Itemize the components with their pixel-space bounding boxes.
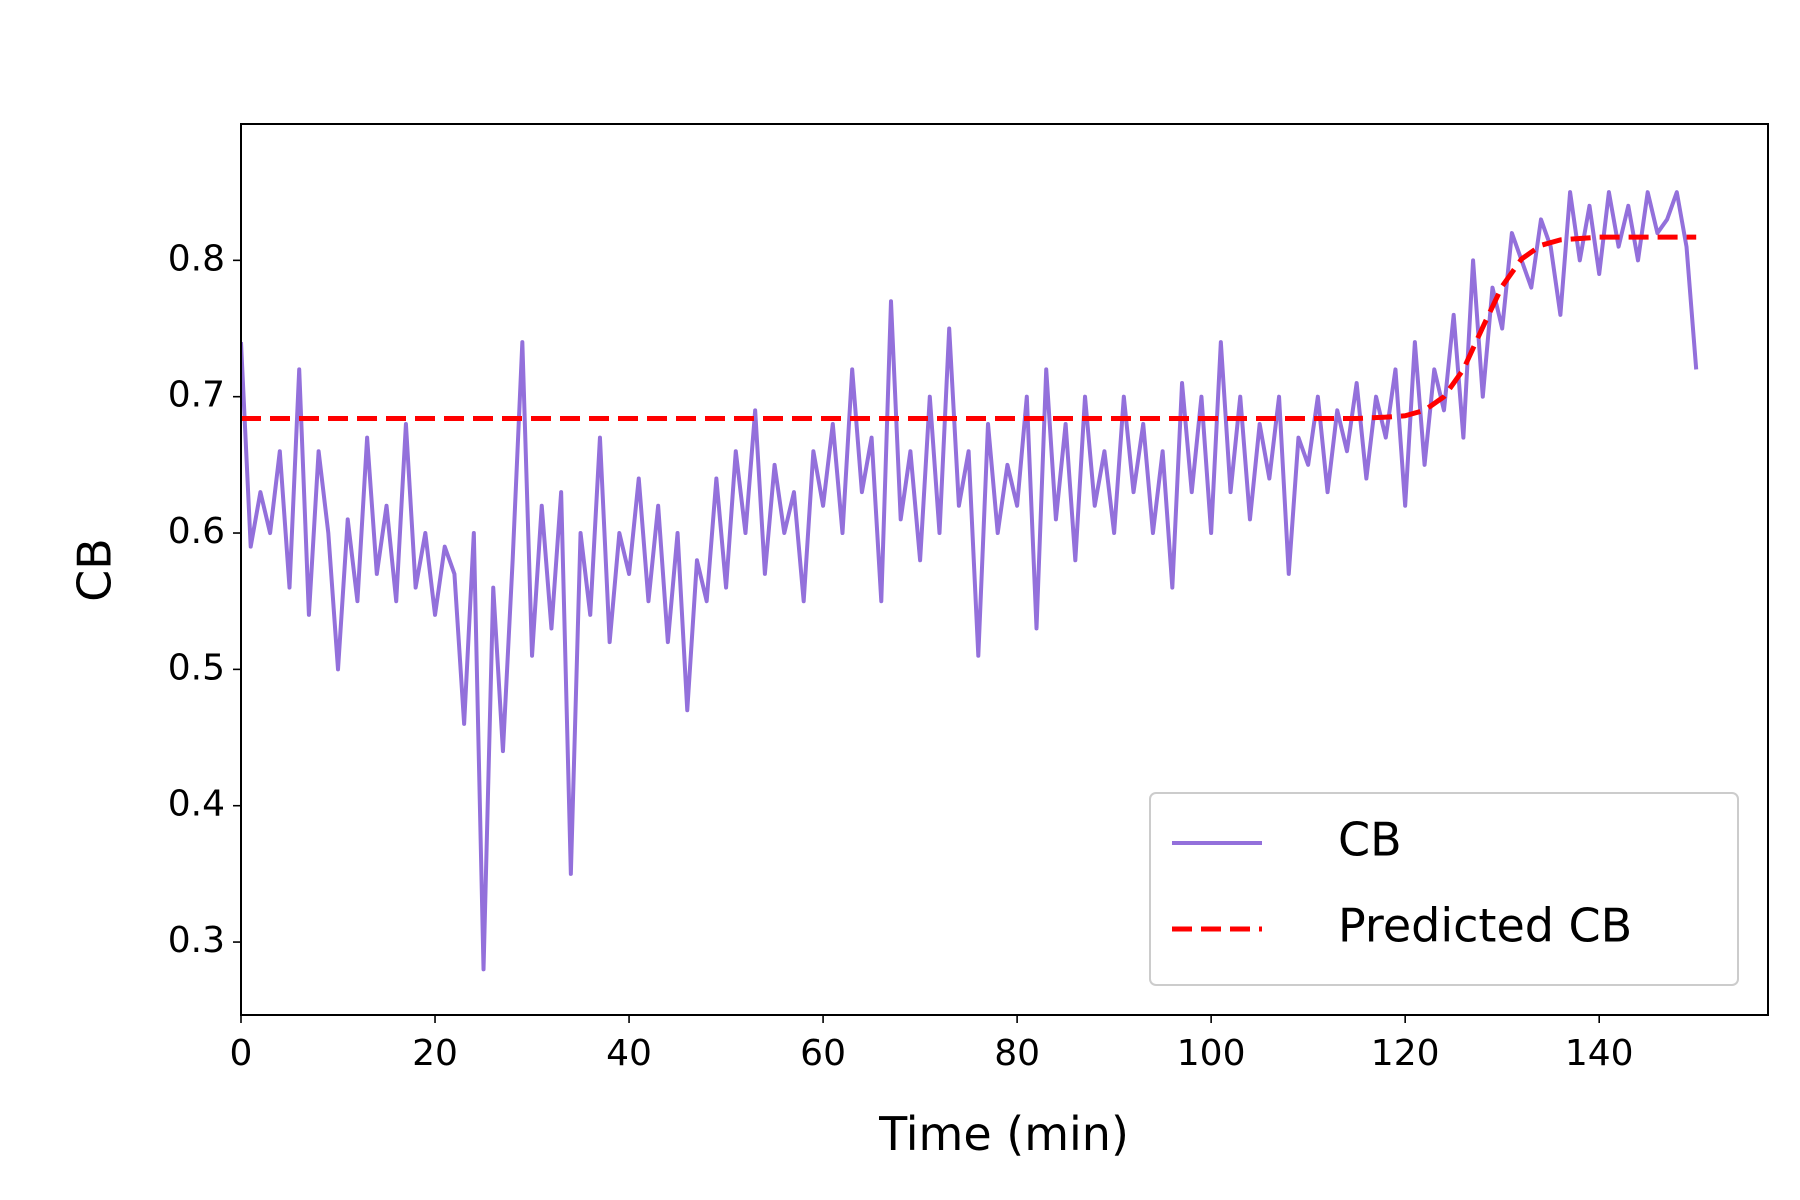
x-tick-label: 60 xyxy=(800,1033,846,1074)
y-tick-label: 0.4 xyxy=(168,784,225,825)
plot-frame xyxy=(240,123,1769,1016)
y-tick-label: 0.3 xyxy=(168,920,225,961)
x-tick-label: 100 xyxy=(1177,1033,1246,1074)
line-series xyxy=(241,190,1699,972)
y-tick-label: 0.6 xyxy=(168,511,225,552)
x-tick-label: 40 xyxy=(606,1033,652,1074)
x-tick-label: 120 xyxy=(1371,1033,1440,1074)
y-tick-label: 0.5 xyxy=(168,647,225,688)
x-tick-label: 140 xyxy=(1565,1033,1634,1074)
y-tick-label: 0.7 xyxy=(168,375,225,416)
x-tick-label: 20 xyxy=(412,1033,458,1074)
x-axis-label: Time (min) xyxy=(878,1107,1129,1161)
y-tick-label: 0.8 xyxy=(168,238,225,279)
legend-label: CB xyxy=(1338,813,1402,867)
x-tick-label: 80 xyxy=(994,1033,1040,1074)
legend-box xyxy=(1149,792,1739,986)
y-axis-label: CB xyxy=(68,538,122,602)
x-tick-label: 0 xyxy=(230,1033,253,1074)
legend-label: Predicted CB xyxy=(1338,899,1632,953)
